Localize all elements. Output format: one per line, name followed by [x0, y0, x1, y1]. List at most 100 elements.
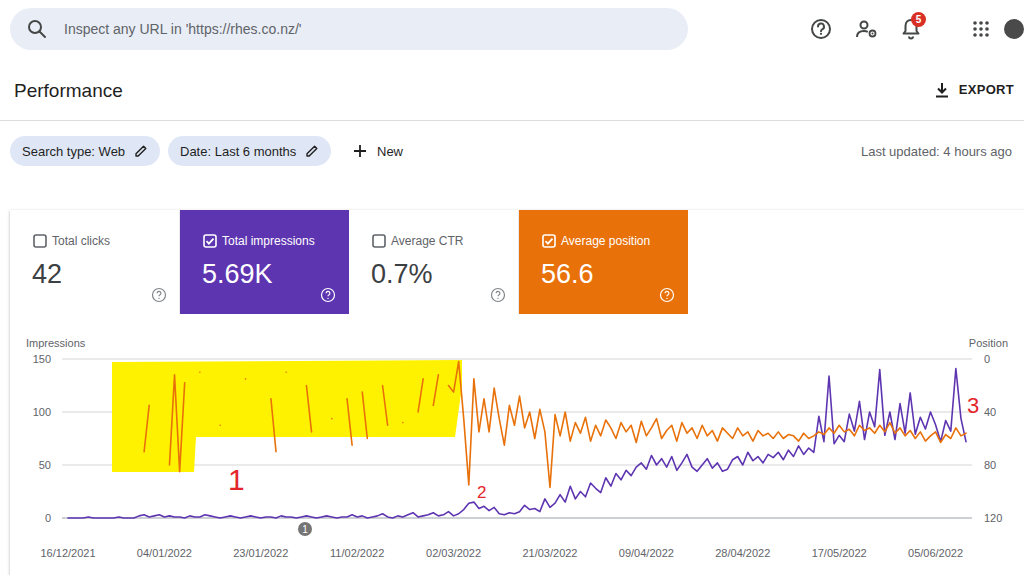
help-icon[interactable] [810, 18, 832, 40]
help-glyph [665, 291, 669, 296]
apps-dot [973, 27, 977, 31]
y2-axis-title: Position [969, 337, 1008, 349]
search-placeholder[interactable]: Inspect any URL in 'https://rhes.co.nz/' [64, 21, 302, 37]
x-tick-label: 05/06/2022 [908, 547, 963, 559]
series-line [144, 362, 966, 488]
help-circle [153, 289, 166, 302]
grid-line-y2 [62, 359, 972, 360]
x-tick-label: 16/12/2021 [40, 547, 95, 559]
avatar-circle [1004, 19, 1024, 39]
event-marker [298, 522, 312, 536]
metric-tile[interactable]: Average position 56.6 [519, 210, 688, 314]
y-tick-label: 100 [33, 406, 51, 418]
export-button[interactable]: EXPORT [959, 82, 1014, 98]
filter-chip-label[interactable]: Search type: Web [22, 144, 125, 159]
metric-value: 56.6 [541, 258, 594, 290]
edit-icon-pencil [307, 146, 317, 156]
filter-chip[interactable]: Search type: Web [10, 136, 160, 166]
x-tick-label: 11/02/2022 [330, 547, 384, 559]
apps-dot [979, 21, 983, 25]
divider [0, 120, 1024, 121]
badge-circle [911, 12, 926, 27]
help-circle [812, 20, 830, 38]
metric-help-icon[interactable] [320, 287, 336, 303]
help-glyph [326, 291, 330, 296]
help-circle [661, 289, 674, 302]
gear-hub [872, 33, 874, 35]
last-updated: Last updated: 4 hours ago [861, 144, 1012, 159]
gear [870, 31, 876, 37]
search-icon[interactable] [27, 19, 47, 39]
edit-icon [305, 144, 319, 158]
metric-tile[interactable]: Total clicks 42 [10, 210, 180, 314]
metric-checkbox[interactable] [33, 234, 47, 248]
export-icon[interactable] [933, 81, 951, 99]
search-icon-handle [40, 32, 46, 38]
annotation: 3 [967, 393, 979, 418]
metric-help-icon[interactable] [490, 287, 506, 303]
person-body [857, 31, 868, 37]
checkbox-box [34, 235, 46, 247]
edit-icon [134, 144, 148, 158]
apps-dot [979, 33, 983, 37]
checkbox-box [373, 235, 385, 247]
metric-checkbox[interactable] [542, 234, 556, 248]
metric-checkbox[interactable] [372, 234, 386, 248]
y-tick-label: 0 [45, 512, 51, 524]
metric-value: 42 [32, 258, 62, 290]
metric-label: Average CTR [391, 234, 463, 248]
help-glyph [157, 291, 161, 296]
apps-dot [985, 33, 989, 37]
metric-label: Total impressions [222, 234, 315, 248]
help-dot [820, 33, 822, 35]
y2-tick-label: 120 [984, 512, 1002, 524]
filter-chip[interactable]: Date: Last 6 months [168, 136, 331, 166]
y2-tick-label: 0 [984, 353, 990, 365]
apps-dot [985, 21, 989, 25]
checkbox-box [204, 235, 216, 247]
grid-line [62, 359, 972, 360]
x-tick-label: 09/04/2022 [619, 547, 674, 559]
metric-label: Average position [561, 234, 650, 248]
edit-icon-pencil [136, 146, 146, 156]
annotation: 2 [477, 483, 486, 502]
new-filter-icon[interactable] [352, 143, 368, 159]
x-tick-label: 23/01/2022 [233, 547, 288, 559]
chart: ImpressionsPosition0501001500408012016/1… [0, 0, 1024, 575]
metric-help-icon[interactable] [659, 287, 675, 303]
checkbox-check [546, 239, 553, 244]
help-dot [158, 298, 159, 299]
page: Inspect any URL in 'https://rhes.co.nz/'… [0, 0, 1024, 575]
bell-clapper [909, 37, 913, 39]
x-tick-label: 28/04/2022 [715, 547, 770, 559]
metric-label: Total clicks [52, 234, 110, 248]
metric-checkbox[interactable] [203, 234, 217, 248]
x-tick-label: 17/05/2022 [812, 547, 867, 559]
metric-tile[interactable]: Average CTR0.7% [349, 210, 519, 314]
help-dot [327, 298, 328, 299]
x-tick-label: 02/03/2022 [426, 547, 481, 559]
person-head [861, 22, 868, 29]
apps-dot [973, 21, 977, 25]
help-dot [497, 298, 498, 299]
new-filter[interactable]: New [377, 144, 403, 159]
help-circle [322, 289, 335, 302]
metric-help-icon[interactable] [151, 287, 167, 303]
help-circle [492, 289, 505, 302]
avatar[interactable] [1004, 19, 1024, 39]
notification-count[interactable]: 5 [911, 12, 926, 27]
plus [354, 145, 366, 157]
series-group [68, 362, 966, 518]
metric-value: 5.69K [202, 258, 273, 290]
y2-tick-label: 40 [984, 406, 996, 418]
help-glyph [496, 291, 500, 296]
settings-icon[interactable] [855, 18, 879, 40]
help-glyph [818, 24, 824, 32]
filter-chip-label[interactable]: Date: Last 6 months [180, 144, 296, 159]
grid-line [62, 465, 972, 466]
highlight [112, 360, 462, 472]
x-tick-label: 04/01/2022 [137, 547, 192, 559]
apps-icon[interactable] [972, 20, 990, 38]
series-line [68, 369, 966, 518]
metric-tile[interactable]: Total impressions 5.69K [180, 210, 349, 314]
